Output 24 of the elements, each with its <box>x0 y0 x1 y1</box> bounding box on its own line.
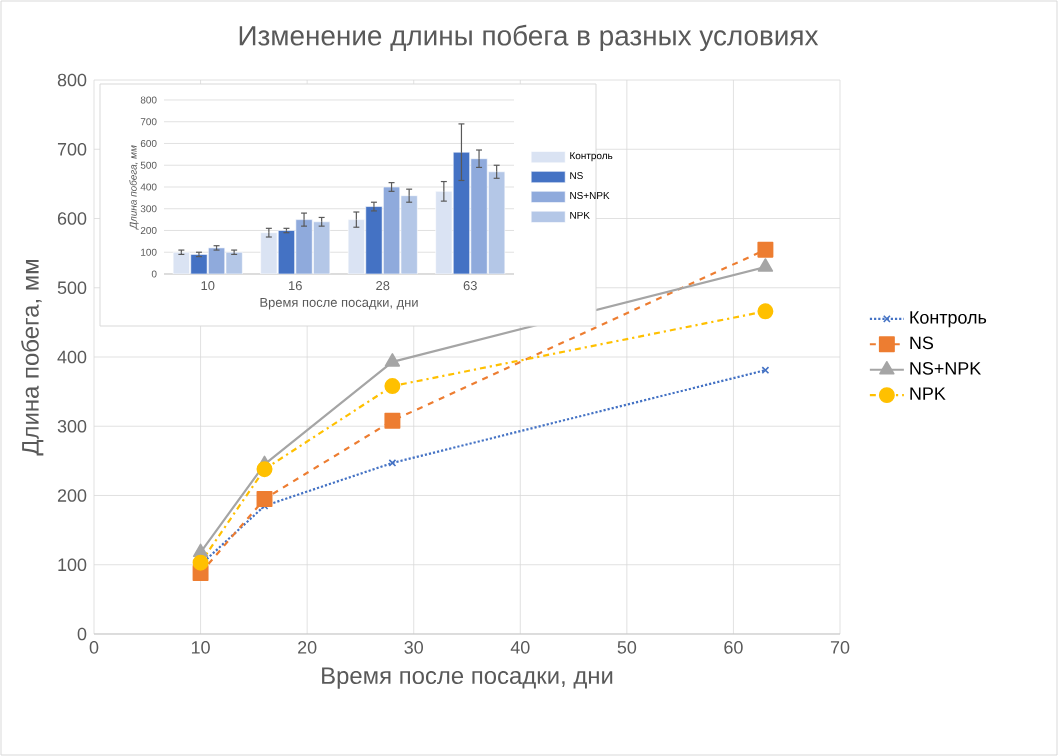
y-tick-label: 0 <box>77 627 87 641</box>
x-axis-title: Время после посадки, дни <box>322 667 613 689</box>
x-tick-label: 70 <box>830 641 850 654</box>
y-tick-label: 100 <box>58 558 87 572</box>
x-tick-label: 30 <box>404 641 423 654</box>
x-tick-label: 10 <box>191 641 210 654</box>
y-tick-label: 600 <box>57 212 87 225</box>
chart-title: Изменение длины побега в разных условиях <box>239 24 819 52</box>
legend-label: Контроль <box>910 311 987 328</box>
x-tick-label: 40 <box>510 641 530 654</box>
y-axis-title: Длина побега, мм <box>21 260 44 456</box>
y-tick-label: 400 <box>57 350 87 364</box>
y-tick-label: 200 <box>57 489 87 502</box>
legend-label: NS <box>910 336 934 350</box>
y-tick-label: 500 <box>57 281 87 295</box>
x-tick-label: 60 <box>724 641 743 654</box>
y-tick-label: 700 <box>57 142 87 156</box>
y-tick-label: 800 <box>57 73 87 87</box>
x-tick-label: 0 <box>89 641 99 654</box>
legend-label: NS+NPK <box>910 361 981 375</box>
y-tick-label: 300 <box>57 419 87 433</box>
x-tick-label: 20 <box>298 641 317 654</box>
legend-label: NPK <box>910 387 946 400</box>
x-tick-label: 50 <box>617 641 637 654</box>
